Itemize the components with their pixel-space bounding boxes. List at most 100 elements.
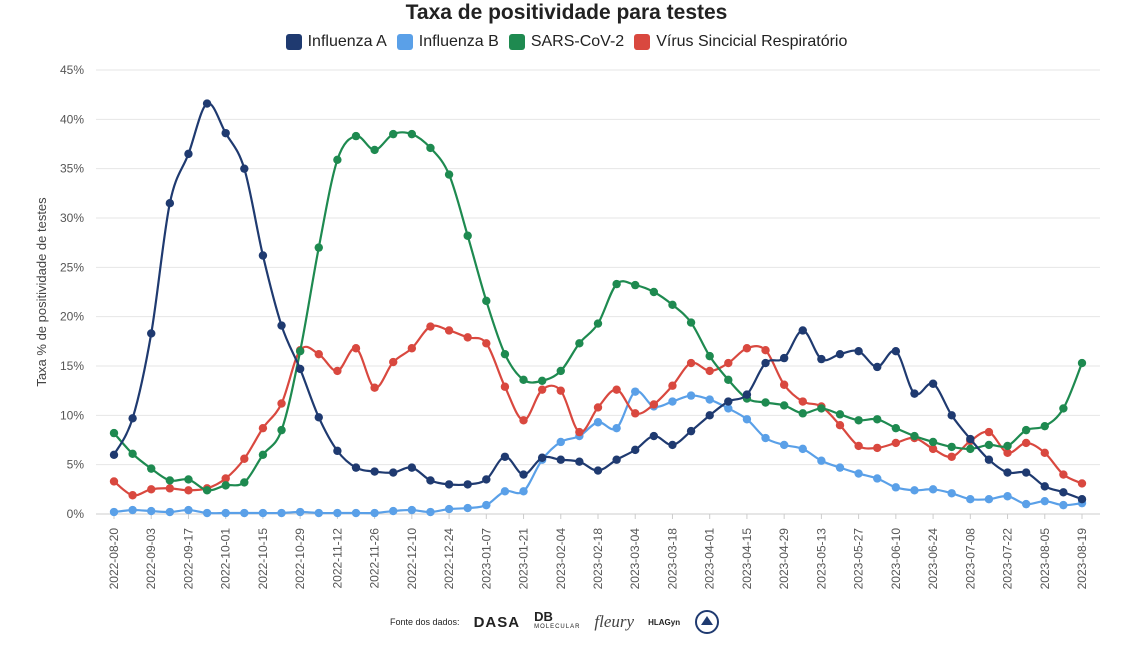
data-point-v-rus-sincicial-respirat-rio — [575, 427, 584, 437]
data-point-influenza-b — [500, 487, 510, 496]
x-tick-label: 2023-04-01 — [703, 528, 717, 590]
data-point-influenza-a — [147, 329, 156, 338]
data-point-v-rus-sincicial-respirat-rio — [928, 444, 938, 454]
y-axis-label: Taxa % de positividade de testes — [34, 197, 49, 387]
data-point-sars-cov-2 — [817, 404, 826, 413]
data-point-sars-cov-2 — [575, 339, 584, 348]
data-point-influenza-a — [668, 440, 677, 450]
data-point-v-rus-sincicial-respirat-rio — [742, 344, 752, 353]
db-logo-subtext: MOLECULAR — [534, 624, 581, 630]
data-point-influenza-a — [314, 413, 323, 422]
data-point-v-rus-sincicial-respirat-rio — [463, 333, 472, 342]
x-tick-label: 2023-05-27 — [852, 528, 866, 590]
data-point-sars-cov-2 — [333, 155, 342, 164]
db-logo-text: DB — [534, 609, 553, 624]
albert-einstein-logo — [694, 609, 720, 635]
data-point-influenza-a — [817, 354, 826, 364]
data-point-v-rus-sincicial-respirat-rio — [854, 441, 863, 451]
data-point-v-rus-sincicial-respirat-rio — [426, 322, 435, 331]
x-tick-label: 2022-09-03 — [144, 528, 158, 590]
data-point-v-rus-sincicial-respirat-rio — [407, 344, 417, 353]
data-point-influenza-b — [1021, 499, 1031, 509]
legend-label-influenza-a: Influenza A — [307, 33, 387, 50]
legend-item-vsr[interactable]: Vírus Sincicial Respiratório — [634, 32, 847, 52]
data-point-influenza-b — [147, 506, 156, 516]
data-point-influenza-b — [947, 489, 956, 498]
data-point-influenza-a — [891, 347, 901, 356]
data-point-sars-cov-2 — [147, 464, 156, 473]
data-point-influenza-a — [873, 362, 882, 372]
legend-swatch-vsr — [634, 34, 651, 50]
data-point-v-rus-sincicial-respirat-rio — [444, 326, 454, 335]
x-tick-label: 2022-12-10 — [405, 528, 419, 590]
legend-item-influenza-a[interactable]: Influenza A — [285, 32, 387, 52]
data-point-influenza-b — [277, 508, 286, 518]
data-point-influenza-a — [537, 453, 547, 462]
data-point-influenza-a — [389, 468, 398, 477]
data-point-influenza-a — [221, 128, 230, 138]
data-point-influenza-a — [910, 389, 919, 398]
data-point-influenza-b — [128, 505, 137, 515]
data-point-influenza-a — [128, 414, 137, 423]
data-point-sars-cov-2 — [1077, 358, 1087, 368]
data-point-sars-cov-2 — [426, 143, 435, 153]
legend-item-sars-cov-2[interactable]: SARS-CoV-2 — [508, 32, 624, 52]
data-point-influenza-a — [295, 364, 305, 374]
data-point-v-rus-sincicial-respirat-rio — [686, 358, 696, 368]
data-point-influenza-a — [1021, 468, 1031, 477]
data-point-v-rus-sincicial-respirat-rio — [873, 443, 882, 453]
data-point-influenza-a — [649, 431, 659, 441]
data-point-sars-cov-2 — [1021, 425, 1031, 435]
data-point-influenza-b — [631, 387, 640, 396]
y-tick-label: 0% — [67, 507, 85, 521]
data-point-v-rus-sincicial-respirat-rio — [798, 397, 807, 406]
data-point-v-rus-sincicial-respirat-rio — [1059, 470, 1068, 479]
y-tick-label: 30% — [60, 211, 84, 225]
legend-item-influenza-b[interactable]: Influenza B — [396, 32, 499, 52]
data-point-v-rus-sincicial-respirat-rio — [891, 438, 901, 448]
x-tick-label: 2023-01-07 — [479, 528, 493, 590]
data-point-influenza-a — [575, 457, 584, 466]
data-point-influenza-a — [798, 326, 807, 335]
data-point-sars-cov-2 — [314, 243, 323, 252]
y-tick-label: 25% — [60, 260, 84, 274]
data-point-influenza-b — [165, 507, 175, 517]
data-point-influenza-b — [351, 508, 361, 518]
series-line-sars-cov-2 — [113, 131, 1084, 492]
data-point-sars-cov-2 — [928, 437, 938, 447]
legend-swatch-influenza-b — [396, 34, 413, 50]
data-point-v-rus-sincicial-respirat-rio — [835, 421, 845, 430]
data-point-influenza-a — [984, 455, 994, 464]
data-point-v-rus-sincicial-respirat-rio — [984, 427, 994, 437]
data-point-influenza-b — [426, 507, 435, 517]
data-point-influenza-b — [798, 444, 807, 454]
data-source-footer: Fonte dos dados: DASA DB MOLECULAR fleur… — [390, 604, 720, 640]
data-point-sars-cov-2 — [202, 486, 212, 495]
data-point-influenza-b — [891, 483, 901, 492]
x-tick-label: 2023-04-15 — [740, 528, 754, 590]
data-point-v-rus-sincicial-respirat-rio — [593, 403, 603, 412]
legend-label-vsr: Vírus Sincicial Respiratório — [656, 33, 848, 50]
data-point-influenza-a — [593, 466, 603, 475]
data-point-sars-cov-2 — [966, 444, 975, 454]
data-point-v-rus-sincicial-respirat-rio — [221, 474, 230, 483]
data-point-sars-cov-2 — [500, 349, 510, 359]
data-point-sars-cov-2 — [295, 347, 305, 356]
data-point-sars-cov-2 — [854, 416, 863, 425]
x-tick-label: 2023-08-19 — [1075, 528, 1089, 590]
data-point-sars-cov-2 — [873, 415, 882, 424]
data-point-influenza-a — [966, 434, 975, 444]
y-tick-label: 45% — [60, 63, 84, 77]
data-point-influenza-b — [612, 423, 621, 433]
data-point-v-rus-sincicial-respirat-rio — [389, 357, 398, 367]
x-tick-label: 2023-02-18 — [591, 528, 605, 590]
data-point-v-rus-sincicial-respirat-rio — [556, 386, 565, 395]
data-point-influenza-a — [779, 353, 789, 363]
data-point-influenza-a — [202, 99, 212, 108]
data-point-sars-cov-2 — [370, 145, 379, 155]
data-point-sars-cov-2 — [240, 478, 249, 487]
x-tick-label: 2022-10-15 — [256, 528, 270, 590]
data-point-sars-cov-2 — [612, 279, 621, 289]
